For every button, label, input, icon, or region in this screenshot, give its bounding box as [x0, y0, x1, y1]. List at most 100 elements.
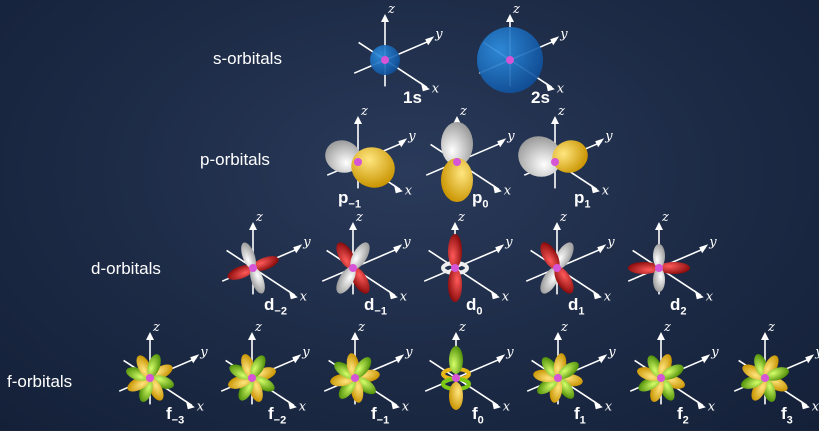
axis-label-z: z — [458, 320, 466, 335]
orbital-f-4: z y x f1 — [503, 320, 616, 427]
axis-label-x: x — [432, 81, 440, 96]
orbital-lobe — [763, 355, 779, 378]
orbital-lobe — [518, 136, 562, 177]
axis-label-y: y — [199, 345, 208, 360]
axis-label-z: z — [560, 320, 568, 335]
orbital-label: d0 — [466, 295, 483, 318]
nucleus — [381, 56, 389, 64]
nucleus — [146, 374, 154, 382]
orbital-lobe — [441, 122, 473, 166]
axis-label-x: x — [708, 399, 716, 414]
orbital-f-0: z y x f−3 — [95, 320, 208, 427]
orbital-lobe — [742, 364, 765, 380]
axis-label-y: y — [606, 235, 615, 250]
axis-label-z: z — [559, 210, 567, 225]
nucleus — [655, 264, 663, 272]
axes: z y x — [627, 210, 717, 304]
orbital-lobe — [653, 244, 665, 268]
axes: z y x — [423, 210, 513, 304]
axis-label-x: x — [602, 183, 610, 198]
orbital-label: p−1 — [338, 188, 361, 211]
axis-label-x: x — [605, 399, 613, 414]
orbital-d-2: z y x d0 — [400, 210, 513, 318]
orbital-lobe — [251, 256, 279, 271]
axis-label-z: z — [357, 320, 365, 335]
orbital-label: d−2 — [264, 295, 287, 318]
axis-label-z: z — [152, 320, 160, 335]
axis-label-y: y — [710, 345, 719, 360]
orbital-lobe — [554, 266, 574, 294]
axis-label-y: y — [559, 27, 568, 42]
orbital-lobe — [751, 378, 767, 401]
axes: z y x — [424, 320, 514, 414]
axis-label-x: x — [502, 289, 510, 304]
orbital-lobe — [252, 376, 275, 392]
orbital-label: d−1 — [364, 295, 387, 318]
orbital-d-0: z y x d−2 — [198, 210, 311, 318]
axis-label-y: y — [607, 345, 616, 360]
axis-label-y: y — [604, 129, 613, 144]
orbital-label: f−1 — [371, 404, 390, 427]
axis-label-x: x — [812, 399, 819, 414]
orbital-lobe — [540, 242, 560, 270]
orbital-label: 2s — [531, 88, 550, 107]
orbital-label: f−3 — [166, 404, 185, 427]
orbital-label: f3 — [781, 404, 793, 427]
nucleus — [657, 374, 665, 382]
axis-label-z: z — [255, 210, 263, 225]
orbital-label: p0 — [472, 188, 489, 211]
nucleus — [761, 374, 769, 382]
orbital-p-1: z y x p0 — [402, 104, 515, 211]
orbital-label: p1 — [574, 188, 591, 211]
orbital-lobe — [250, 266, 265, 294]
orbital-f-3: z y x f0 — [401, 320, 514, 427]
orbital-lobe — [147, 354, 161, 378]
nucleus — [354, 158, 362, 166]
axis-label-x: x — [503, 399, 511, 414]
orbital-lobe — [241, 242, 256, 270]
axis-label-y: y — [404, 345, 413, 360]
orbital-lobe — [238, 378, 254, 401]
axis-label-x: x — [300, 289, 308, 304]
orbital-s-1: z y x 2s — [455, 2, 568, 108]
orbital-lobe — [658, 262, 690, 274]
nucleus — [506, 56, 514, 64]
orbital-label: f1 — [574, 404, 586, 427]
orbital-d-1: z y x d−1 — [298, 210, 411, 318]
orbital-lobe — [354, 357, 372, 378]
orbital-lobe — [338, 378, 356, 399]
orbital-lobe — [449, 346, 463, 374]
orbital-lobe — [448, 234, 462, 268]
nucleus — [453, 158, 461, 166]
axis-label-y: y — [505, 345, 514, 360]
axis-label-x: x — [402, 399, 410, 414]
axis-label-z: z — [512, 2, 520, 17]
axis-label-z: z — [254, 320, 262, 335]
row-label-p: p-orbitals — [200, 150, 270, 169]
orbital-lobe — [558, 361, 579, 379]
axis-label-z: z — [661, 210, 669, 225]
axis-label-y: y — [434, 27, 443, 42]
row-label-f: f-orbitals — [7, 372, 73, 391]
orbital-label: f0 — [472, 404, 484, 427]
nucleus — [248, 374, 256, 382]
axis-label-x: x — [400, 289, 408, 304]
orbital-lobe — [229, 364, 252, 380]
axis-label-y: y — [407, 129, 416, 144]
axis-label-z: z — [459, 104, 467, 119]
axis-label-z: z — [767, 320, 775, 335]
axis-label-y: y — [708, 235, 717, 250]
orbital-lobe — [628, 262, 660, 274]
nucleus — [351, 374, 359, 382]
orbital-f-1: z y x f−2 — [197, 320, 310, 427]
orbital-lobe — [441, 158, 473, 202]
orbital-f-2: z y x f−1 — [300, 320, 413, 427]
axis-label-z: z — [557, 104, 565, 119]
orbital-p-0: z y x p−1 — [303, 104, 416, 211]
row-label-s: s-orbitals — [213, 49, 282, 68]
orbital-label: f−2 — [268, 404, 287, 427]
axis-label-y: y — [301, 345, 310, 360]
orbital-label: f2 — [677, 404, 689, 427]
axis-label-y: y — [814, 345, 819, 360]
axis-label-z: z — [360, 104, 368, 119]
